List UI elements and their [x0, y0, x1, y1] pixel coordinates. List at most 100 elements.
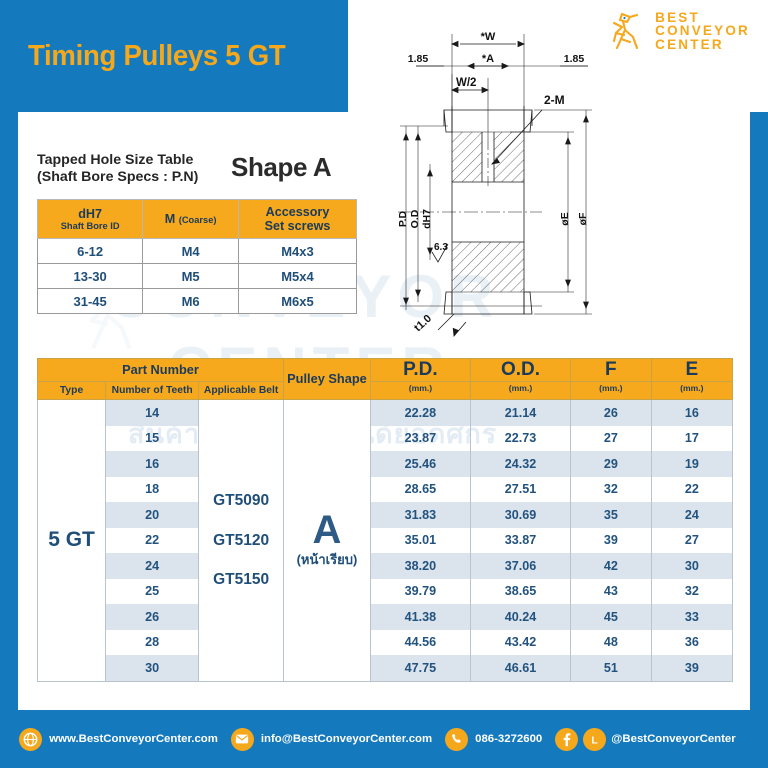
tapped-col-dh7: dH7 Shaft Bore ID [36, 198, 144, 240]
dim-label-od: O.D [409, 209, 421, 228]
table-row: 30 47.75 46.61 51 39 [38, 655, 734, 682]
cell-pd: 38.20 [369, 553, 471, 579]
footer-social[interactable]: L @BestConveyorCenter [555, 727, 736, 751]
cell-teeth: 28 [105, 629, 200, 656]
cell-od: 27.51 [469, 476, 572, 503]
tapped-col-m-sub: (Coarse) [178, 215, 217, 226]
dim-label-w: *W [481, 31, 496, 43]
table-row: 6-12 M4 M4x3 [36, 238, 358, 265]
cell-pd: 23.87 [369, 425, 471, 452]
cell-od: 33.87 [469, 527, 572, 554]
tapped-col-dh7-sub: Shaft Bore ID [60, 220, 120, 231]
phone-icon [445, 727, 469, 751]
dim-label-a: *A [482, 53, 494, 65]
tapped-cell-bore: 31-45 [36, 288, 144, 315]
footer-phone-text: 086-3272600 [475, 733, 543, 745]
header-pulley-shape: Pulley Shape [283, 357, 371, 401]
cell-teeth: 14 [105, 399, 200, 426]
brand-logo: BEST CONVEYOR CENTER [608, 10, 750, 52]
dim-label-t1: t1.0 [412, 313, 434, 335]
tapped-col-m: M (Coarse) [142, 198, 239, 240]
table-row: 20 31.83 30.69 35 24 [38, 502, 734, 528]
cell-od: 37.06 [469, 553, 572, 579]
table-row: 18 28.65 27.51 32 22 [38, 476, 734, 503]
cell-f: 39 [570, 527, 652, 554]
dim-label-left-185: 1.85 [408, 53, 429, 65]
header-type: Type [36, 380, 107, 401]
cell-pd: 28.65 [369, 476, 471, 503]
cell-od: 43.42 [469, 629, 572, 656]
cell-pd: 39.79 [369, 578, 471, 605]
cell-pd: 35.01 [369, 527, 471, 554]
table-row: 25 39.79 38.65 43 32 [38, 578, 734, 605]
cell-f: 45 [570, 604, 652, 630]
cell-f: 32 [570, 476, 652, 503]
tapped-col-accessory-main: Accessory [265, 205, 330, 219]
tapped-cell-bore: 13-30 [36, 263, 144, 290]
header-part-number: Part Number [36, 358, 285, 382]
table-row: 16 25.46 24.32 29 19 [38, 451, 734, 477]
table-row: 13-30 M5 M5x4 [36, 263, 358, 290]
cell-teeth: 15 [105, 425, 200, 452]
cell-e: 30 [650, 553, 734, 579]
table-row: 15 23.87 22.73 27 17 [38, 425, 734, 452]
shape-thai-label: (หน้าเรียบ) [296, 551, 358, 567]
cell-f: 27 [570, 425, 652, 452]
logo-line-2: CONVEYOR [655, 23, 750, 39]
main-header-row-2: Type Number of Teeth Applicable Belt (mm… [36, 380, 734, 401]
tapped-cell-m: M4 [142, 238, 239, 265]
cell-teeth: 26 [105, 604, 200, 630]
cell-e: 22 [650, 476, 734, 503]
tapped-hole-table: dH7 Shaft Bore ID M (Coarse) Accessory S… [36, 198, 358, 315]
cell-e: 32 [650, 578, 734, 605]
tapped-col-accessory-sub: Set screws [264, 219, 331, 234]
belt-value-3: GT5150 [213, 571, 270, 589]
dim-label-right-185: 1.85 [564, 53, 585, 65]
footer-website[interactable]: www.BestConveyorCenter.com [19, 727, 218, 751]
table-row: 5 GT 14 GT5090 GT5120 GT5150 A (หน้าเรีย… [36, 399, 734, 682]
cell-od: 22.73 [469, 425, 572, 452]
cell-teeth: 25 [105, 578, 200, 605]
dim-label-phi-e: øE [559, 212, 571, 225]
table-row: 22 35.01 33.87 39 27 [38, 527, 734, 554]
dim-label-pd: P.D [397, 211, 409, 228]
header-f: F [570, 358, 652, 382]
line-icon[interactable]: L [583, 727, 607, 751]
cell-belt: GT5090 GT5120 GT5150 [198, 399, 285, 682]
svg-text:L: L [592, 735, 598, 746]
cell-od: 40.24 [469, 604, 572, 630]
logo-wordmark: BEST CONVEYOR CENTER [655, 9, 750, 52]
cell-type: 5 GT [36, 399, 107, 682]
cell-f: 26 [570, 399, 652, 426]
page-title: Timing Pulleys 5 GT [28, 39, 286, 72]
logo-line-1: BEST [655, 9, 700, 26]
footer-contact-bar: www.BestConveyorCenter.com info@BestConv… [0, 710, 768, 768]
cell-e: 36 [650, 629, 734, 656]
dim-label-phi-f: øF [577, 212, 589, 225]
cell-f: 51 [570, 655, 652, 682]
header-teeth: Number of Teeth [105, 380, 200, 401]
header-blue-bar [0, 0, 348, 62]
cell-pd: 44.56 [369, 629, 471, 656]
cell-pd: 22.28 [369, 399, 471, 426]
facebook-icon[interactable] [555, 727, 579, 751]
tapped-col-accessory: Accessory Set screws [237, 198, 358, 240]
cell-e: 19 [650, 451, 734, 477]
footer-phone[interactable]: 086-3272600 [445, 727, 543, 751]
cell-pd: 25.46 [369, 451, 471, 477]
footer-email[interactable]: info@BestConveyorCenter.com [230, 727, 432, 751]
tapped-cell-screw: M4x3 [237, 238, 358, 265]
header-f-unit: (mm.) [570, 380, 652, 401]
dim-label-w-half: W/2 [456, 77, 476, 89]
cell-shape: A (หน้าเรียบ) [283, 399, 371, 682]
footer-website-text: www.BestConveyorCenter.com [49, 733, 218, 745]
white-top-fill [348, 0, 768, 112]
pulley-technical-drawing: *W *A W/2 1.85 1.85 2-M P.D O.D dH7 6.3 … [397, 31, 592, 338]
tapped-col-dh7-main: dH7 [78, 206, 103, 221]
cell-teeth: 20 [105, 502, 200, 528]
cell-teeth: 22 [105, 527, 200, 554]
dim-label-roughness: 6.3 [434, 242, 448, 253]
header-pd-unit: (mm.) [369, 380, 471, 401]
logo-line-3: CENTER [655, 36, 724, 52]
